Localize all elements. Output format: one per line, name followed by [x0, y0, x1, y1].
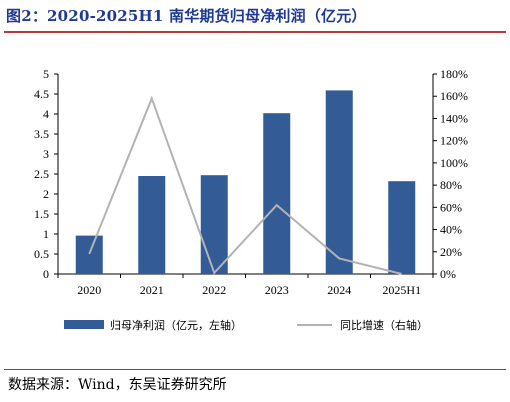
right-axis-tick-label: 0%	[440, 267, 456, 281]
x-axis-tick-label: 2023	[265, 283, 289, 297]
right-axis-tick-label: 80%	[440, 178, 462, 192]
chart-legend: 归母净利润（亿元，左轴） 同比增速（右轴）	[64, 318, 428, 332]
bar	[325, 90, 353, 275]
bar	[138, 176, 166, 274]
right-axis-tick-label: 180%	[440, 67, 468, 81]
footer-divider	[4, 369, 506, 370]
bar	[75, 235, 103, 274]
bar	[200, 175, 228, 274]
left-axis-tick-label: 4.5	[34, 87, 49, 101]
left-axis-tick-label: 0.5	[34, 247, 49, 261]
legend-bar-swatch	[64, 320, 104, 329]
left-axis-tick-label: 3	[43, 147, 49, 161]
bar-line-chart: 0 0.5 1 1.5 2 2.5 3 3.5 4 4.5 5 0% 20% 40% 60% 80% 100% 1…	[34, 67, 468, 332]
right-axis-tick-label: 40%	[440, 223, 462, 237]
left-axis-tick-label: 0	[43, 267, 49, 281]
bar-series	[75, 90, 416, 275]
x-axis-tick-label: 2024	[327, 283, 351, 297]
source-note: 数据来源：Wind，东吴证券研究所	[8, 377, 227, 393]
right-axis-tick-label: 20%	[440, 245, 462, 259]
left-axis-tick-label: 1.5	[34, 207, 49, 221]
legend-line-label: 同比增速（右轴）	[340, 318, 428, 332]
right-axis-tick-label: 60%	[440, 200, 462, 214]
left-axis-tick-label: 2.5	[34, 167, 49, 181]
chart-axes: 0 0.5 1 1.5 2 2.5 3 3.5 4 4.5 5 0% 20% 40% 60% 80% 100% 1…	[34, 67, 468, 297]
right-axis-tick-label: 120%	[440, 134, 468, 148]
left-axis-tick-label: 2	[43, 187, 49, 201]
x-axis-tick-label: 2022	[202, 283, 226, 297]
line-series	[88, 95, 402, 275]
right-axis-tick-label: 100%	[440, 156, 468, 170]
left-axis-tick-label: 3.5	[34, 127, 49, 141]
right-axis-tick-label: 140%	[440, 111, 468, 125]
x-axis-tick-label: 2020	[77, 283, 101, 297]
chart-title: 图2：2020-2025H1 南华期货归母净利润（亿元）	[6, 7, 367, 25]
growth-line	[88, 95, 402, 275]
bar	[263, 113, 291, 274]
title-divider	[4, 31, 506, 33]
left-axis-tick-label: 4	[43, 107, 49, 121]
bar	[388, 181, 416, 274]
left-axis-tick-label: 1	[43, 227, 49, 241]
left-axis-tick-label: 5	[43, 67, 49, 81]
x-axis-tick-label: 2021	[140, 283, 164, 297]
x-axis-tick-label: 2025H1	[382, 283, 421, 297]
right-axis-tick-label: 160%	[440, 89, 468, 103]
legend-bar-label: 归母净利润（亿元，左轴）	[110, 318, 242, 332]
